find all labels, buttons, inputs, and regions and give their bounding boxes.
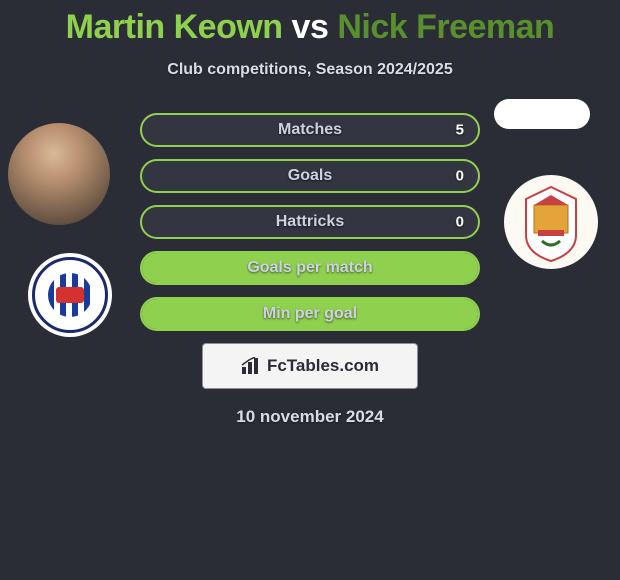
stat-value: 0	[456, 214, 464, 231]
subtitle: Club competitions, Season 2024/2025	[0, 61, 620, 79]
page-title: Martin Keown vs Nick Freeman	[0, 0, 620, 47]
brand-box[interactable]: FcTables.com	[202, 343, 418, 389]
stat-label: Hattricks	[142, 213, 478, 231]
player2-club-badge	[504, 175, 598, 269]
player1-club-badge	[28, 253, 112, 337]
stat-row: Goals per match	[140, 251, 480, 285]
title-player1: Martin Keown	[66, 8, 283, 46]
date-text: 10 november 2024	[0, 407, 620, 427]
bars-icon	[241, 357, 261, 375]
stat-row: Min per goal	[140, 297, 480, 331]
content: Matches5Goals0Hattricks0Goals per matchM…	[0, 113, 620, 331]
player1-avatar	[8, 123, 110, 225]
stat-label: Goals	[142, 167, 478, 185]
stat-value: 5	[456, 122, 464, 139]
stat-value: 0	[456, 168, 464, 185]
title-vs: vs	[292, 8, 329, 46]
stat-row: Hattricks0	[140, 205, 480, 239]
stat-label: Min per goal	[142, 305, 478, 323]
stat-label: Goals per match	[142, 259, 478, 277]
stat-row: Goals0	[140, 159, 480, 193]
stat-label: Matches	[142, 121, 478, 139]
stat-bars: Matches5Goals0Hattricks0Goals per matchM…	[140, 113, 480, 331]
brand-text: FcTables.com	[267, 356, 379, 376]
player2-avatar	[494, 99, 590, 129]
stat-row: Matches5	[140, 113, 480, 147]
title-player2: Nick Freeman	[337, 8, 554, 46]
